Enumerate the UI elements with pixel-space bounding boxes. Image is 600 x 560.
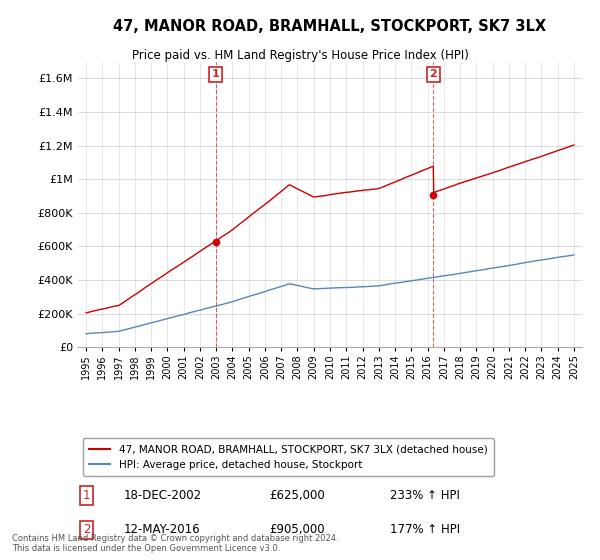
Text: £905,000: £905,000: [269, 524, 325, 536]
Text: 177% ↑ HPI: 177% ↑ HPI: [391, 524, 461, 536]
Text: 12-MAY-2016: 12-MAY-2016: [124, 524, 200, 536]
Text: Contains HM Land Registry data © Crown copyright and database right 2024.
This d: Contains HM Land Registry data © Crown c…: [12, 534, 338, 553]
Title: 47, MANOR ROAD, BRAMHALL, STOCKPORT, SK7 3LX: 47, MANOR ROAD, BRAMHALL, STOCKPORT, SK7…: [113, 19, 547, 34]
Text: Price paid vs. HM Land Registry's House Price Index (HPI): Price paid vs. HM Land Registry's House …: [131, 49, 469, 62]
Point: [428, 190, 438, 199]
Text: 2: 2: [83, 524, 91, 536]
Point: [211, 237, 220, 246]
Text: £625,000: £625,000: [269, 489, 325, 502]
Legend: 47, MANOR ROAD, BRAMHALL, STOCKPORT, SK7 3LX (detached house), HPI: Average pric: 47, MANOR ROAD, BRAMHALL, STOCKPORT, SK7…: [83, 438, 494, 476]
Text: 18-DEC-2002: 18-DEC-2002: [124, 489, 202, 502]
Text: 1: 1: [212, 69, 220, 80]
Text: 233% ↑ HPI: 233% ↑ HPI: [391, 489, 460, 502]
Text: 1: 1: [83, 489, 91, 502]
Text: 2: 2: [430, 69, 437, 80]
